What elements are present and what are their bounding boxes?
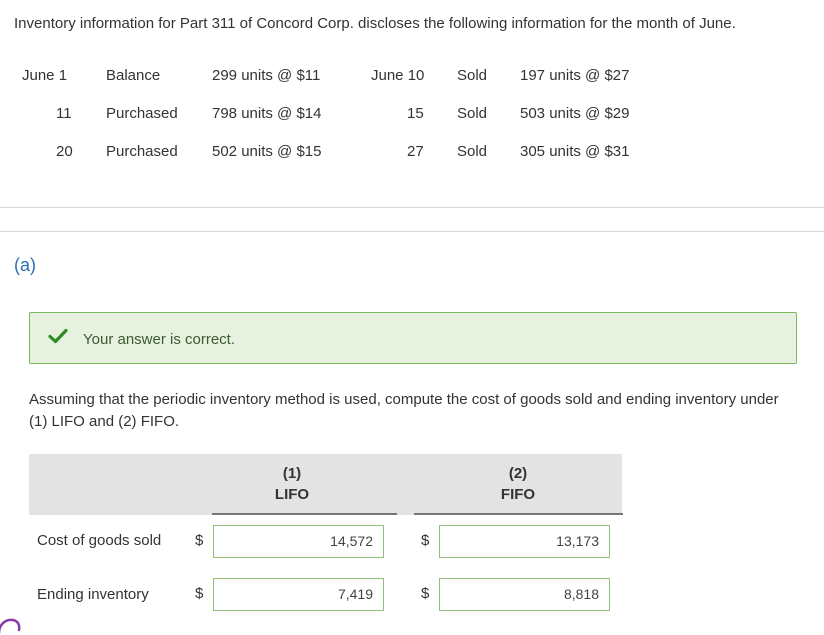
column-title: FIFO xyxy=(500,486,536,503)
purchase-type: Purchased xyxy=(106,143,178,160)
instructions: Assuming that the periodic inventory met… xyxy=(29,391,779,430)
ending-inventory-fifo-field[interactable]: 8,818 xyxy=(439,578,610,611)
column-number: (2) xyxy=(508,465,528,482)
column-title: LIFO xyxy=(274,486,310,503)
purchase-date: June 1 xyxy=(22,67,68,84)
row-label-ending-inventory: Ending inventory xyxy=(37,586,149,603)
sale-type: Sold xyxy=(457,67,488,84)
section-divider xyxy=(0,231,824,232)
help-bubble-icon[interactable] xyxy=(0,615,24,635)
part-label: (a) xyxy=(14,255,36,275)
currency-symbol: $ xyxy=(421,532,430,549)
sale-detail: 503 units @ $29 xyxy=(520,105,630,122)
currency-symbol: $ xyxy=(421,585,430,602)
sale-date: 15 xyxy=(407,105,424,122)
purchase-date: 11 xyxy=(56,105,72,122)
sale-type: Sold xyxy=(457,143,488,160)
sale-date: 27 xyxy=(407,143,424,160)
purchase-detail: 502 units @ $15 xyxy=(212,143,322,160)
purchase-detail: 299 units @ $11 xyxy=(212,67,321,84)
sale-detail: 197 units @ $27 xyxy=(520,67,630,84)
section-divider xyxy=(0,207,824,208)
column-underline xyxy=(212,513,397,515)
column-header-lifo: (1) LIFO xyxy=(212,463,372,505)
problem-intro: Inventory information for Part 311 of Co… xyxy=(14,15,736,32)
currency-symbol: $ xyxy=(195,585,204,602)
sale-date: June 10 xyxy=(371,67,425,84)
cogs-lifo-field[interactable]: 14,572 xyxy=(213,525,384,558)
feedback-banner: Your answer is correct. xyxy=(29,312,797,364)
column-header-fifo: (2) FIFO xyxy=(438,463,598,505)
ending-inventory-lifo-field[interactable]: 7,419 xyxy=(213,578,384,611)
feedback-text: Your answer is correct. xyxy=(83,331,236,348)
currency-symbol: $ xyxy=(195,532,204,549)
purchase-type: Balance xyxy=(106,67,161,84)
table-header xyxy=(29,454,622,515)
check-icon xyxy=(48,328,68,344)
column-number: (1) xyxy=(282,465,302,482)
purchase-type: Purchased xyxy=(106,105,178,122)
row-label-cost-of-goods-sold: Cost of goods sold xyxy=(37,532,162,549)
cogs-fifo-field[interactable]: 13,173 xyxy=(439,525,610,558)
column-underline xyxy=(414,513,623,515)
sale-type: Sold xyxy=(457,105,488,122)
purchase-date: 20 xyxy=(56,143,73,160)
sale-detail: 305 units @ $31 xyxy=(520,143,630,160)
purchase-detail: 798 units @ $14 xyxy=(212,105,322,122)
